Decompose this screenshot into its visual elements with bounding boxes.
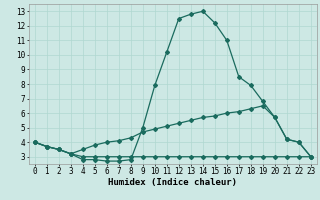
X-axis label: Humidex (Indice chaleur): Humidex (Indice chaleur): [108, 178, 237, 187]
